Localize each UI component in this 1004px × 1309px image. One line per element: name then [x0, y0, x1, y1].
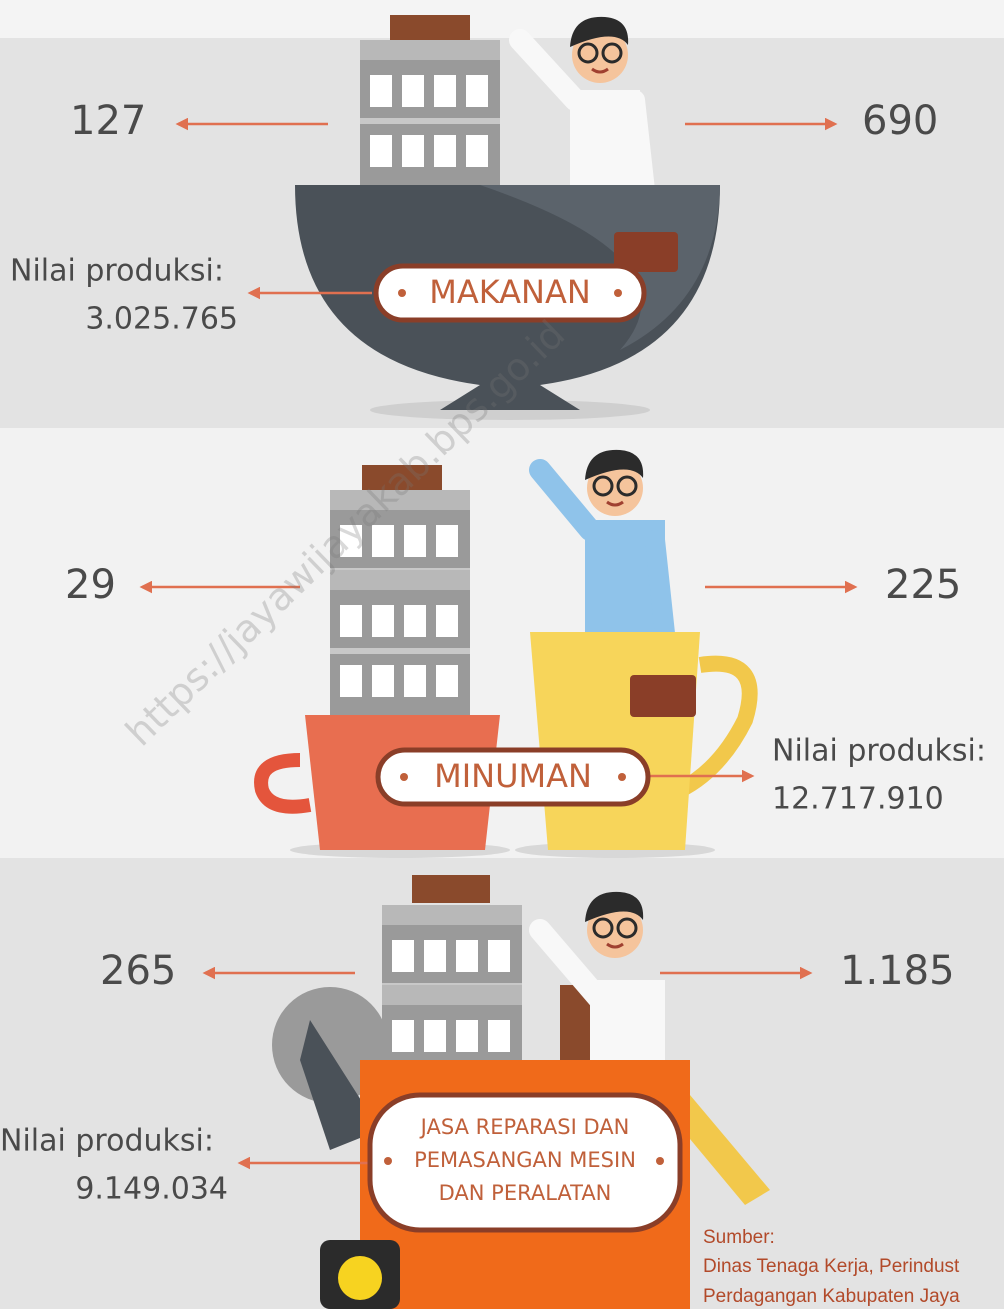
production-label: Nilai produksi:: [772, 734, 986, 769]
right-value: 225: [885, 562, 961, 608]
sector-label: PEMASANGAN MESIN: [414, 1148, 636, 1172]
source-title: Sumber:: [703, 1227, 775, 1248]
sector-label: MAKANAN: [429, 273, 591, 311]
background: [0, 0, 1004, 38]
sector-label: JASA REPARASI DAN: [419, 1115, 630, 1139]
sector-label: DAN PERALATAN: [439, 1181, 612, 1205]
production-value: 12.717.910: [772, 782, 944, 817]
production-label: Nilai produksi:: [0, 1124, 214, 1159]
arrows: [139, 117, 858, 1170]
production-value: 3.025.765: [85, 302, 238, 337]
source-line: Perdagangan Kabupaten Jaya: [703, 1286, 960, 1307]
right-value: 690: [862, 98, 938, 144]
production-label: Nilai produksi:: [10, 254, 224, 289]
label-pills: [367, 263, 683, 1233]
left-value: 29: [65, 562, 116, 608]
production-value: 9.149.034: [75, 1172, 228, 1207]
left-value: 265: [100, 948, 176, 994]
right-value: 1.185: [840, 948, 955, 994]
left-value: 127: [70, 98, 146, 144]
source-line: Dinas Tenaga Kerja, Perindust: [703, 1256, 960, 1277]
sector-label: MINUMAN: [434, 757, 592, 795]
